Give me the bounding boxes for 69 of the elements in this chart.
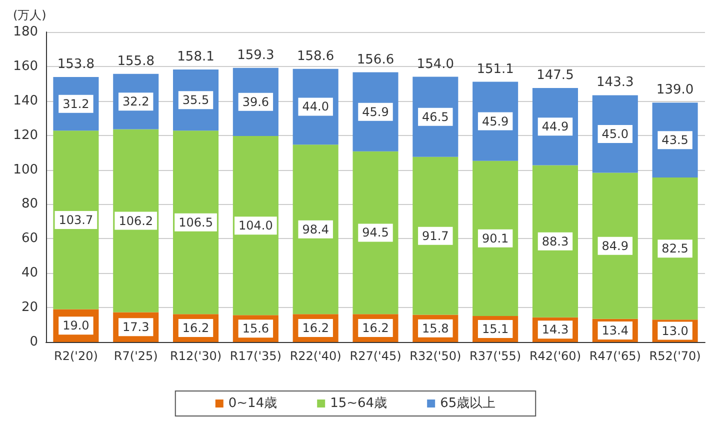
data-label: 17.3 — [122, 320, 150, 334]
data-label: 91.7 — [422, 228, 449, 243]
y-tick-label: 80 — [21, 196, 38, 212]
total-label: 158.6 — [296, 48, 334, 64]
y-axis-title: (万人) — [13, 8, 46, 22]
y-tick-label: 160 — [13, 58, 38, 74]
data-label: 15.1 — [482, 322, 509, 336]
data-label: 16.2 — [362, 321, 389, 336]
x-tick-label: R47('65) — [589, 349, 641, 363]
total-label: 151.1 — [476, 62, 514, 77]
x-tick-label: R27('45) — [350, 349, 402, 363]
data-label: 82.5 — [662, 242, 688, 256]
x-tick-label: R17('35) — [230, 349, 282, 363]
data-label: 35.5 — [182, 93, 210, 108]
y-tick-label: 100 — [13, 162, 38, 178]
total-label: 154.0 — [416, 56, 454, 72]
total-label: 159.3 — [237, 48, 274, 63]
total-label: 158.1 — [177, 50, 214, 65]
legend-label: 65歳以上 — [440, 396, 496, 411]
data-label: 45.9 — [482, 114, 509, 128]
data-label: 31.2 — [62, 96, 90, 111]
y-tick-label: 60 — [21, 231, 38, 246]
x-tick-label: R2('20) — [54, 349, 98, 363]
data-label: 16.2 — [182, 321, 210, 336]
data-label: 88.3 — [542, 234, 569, 248]
y-tick-label: 20 — [21, 300, 38, 316]
data-label: 45.9 — [362, 104, 389, 119]
data-label: 45.0 — [602, 126, 628, 141]
total-label: 139.0 — [656, 82, 694, 98]
y-tick-label: 140 — [13, 93, 38, 108]
x-tick-label: R12('30) — [170, 349, 222, 363]
data-label: 106.2 — [118, 214, 154, 228]
y-tick-label: 0 — [30, 334, 38, 350]
total-label: 153.8 — [57, 56, 95, 72]
legend-label: 15~64歳 — [330, 396, 388, 411]
data-label: 19.0 — [62, 318, 90, 333]
y-tick-label: 180 — [13, 24, 38, 40]
total-label: 143.3 — [596, 75, 634, 90]
data-label: 44.0 — [302, 100, 329, 114]
data-label: 90.1 — [482, 231, 509, 246]
data-label: 104.0 — [238, 218, 273, 233]
y-tick-label: 40 — [21, 266, 38, 281]
data-label: 46.5 — [422, 110, 449, 124]
x-tick-label: R32('50) — [410, 349, 462, 363]
total-label: 156.6 — [356, 52, 394, 68]
data-label: 44.9 — [542, 120, 569, 134]
data-label: 16.2 — [302, 321, 329, 336]
data-label: 13.4 — [602, 323, 628, 338]
data-label: 103.7 — [58, 212, 94, 227]
x-tick-label: R22('40) — [290, 349, 342, 363]
x-tick-label: R7('25) — [114, 349, 158, 363]
legend-label: 0~14歳 — [228, 396, 278, 411]
total-label: 155.8 — [117, 54, 154, 69]
data-label: 32.2 — [122, 94, 150, 109]
data-label: 13.0 — [662, 324, 688, 338]
data-label: 39.6 — [242, 94, 270, 109]
data-label: 94.5 — [362, 226, 389, 240]
data-label: 84.9 — [602, 238, 628, 253]
x-tick-label: R52('70) — [649, 349, 701, 363]
data-label: 15.6 — [242, 322, 270, 336]
data-label: 98.4 — [302, 222, 329, 236]
data-label: 43.5 — [662, 133, 688, 148]
x-tick-label: R42('60) — [529, 349, 581, 363]
x-tick-label: R37('55) — [470, 349, 522, 363]
total-label: 147.5 — [536, 68, 574, 83]
y-tick-label: 120 — [13, 128, 38, 143]
data-label: 106.5 — [178, 215, 213, 230]
data-label: 15.8 — [422, 321, 449, 336]
data-label: 14.3 — [542, 322, 569, 337]
